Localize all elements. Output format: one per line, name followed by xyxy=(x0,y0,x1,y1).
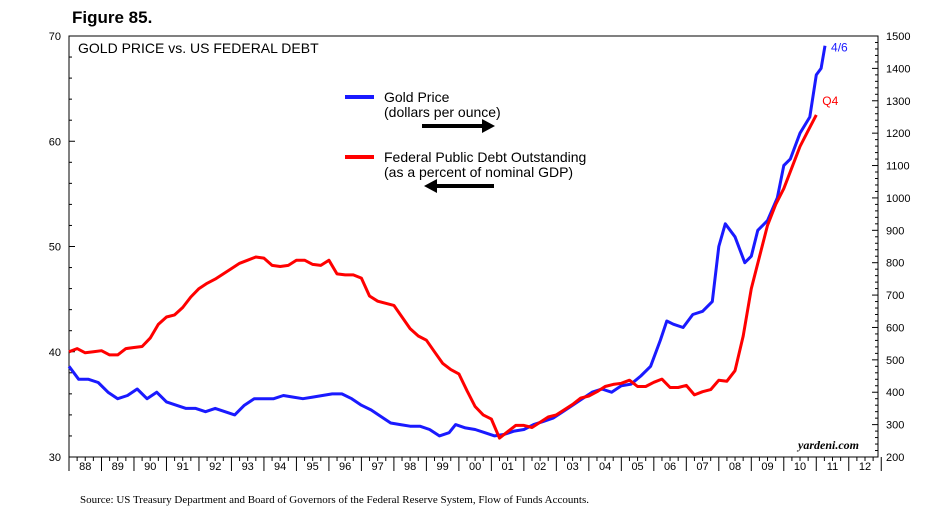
right-tick-label: 800 xyxy=(886,258,904,270)
x-tick-label: 11 xyxy=(827,461,838,473)
x-tick-label: 89 xyxy=(112,461,124,473)
right-tick-label: 1000 xyxy=(886,193,910,205)
x-tick-label: 03 xyxy=(566,461,578,473)
left-axis: 30 40 50 60 70 xyxy=(49,31,75,464)
legend-sub-gold: (dollars per ounce) xyxy=(384,104,501,120)
x-tick-label: 95 xyxy=(307,461,319,473)
legend-label-gold: Gold Price xyxy=(384,89,450,105)
figure-title: Figure 85. xyxy=(72,8,153,27)
x-tick-label: 06 xyxy=(664,461,676,473)
arrow-right-icon xyxy=(422,119,495,133)
x-tick-label: 93 xyxy=(242,461,254,473)
x-axis: 88 89 90 91 92 93 94 95 96 97 98 99 00 01 02 03 04 05 06 07… xyxy=(68,457,882,473)
right-tick-label: 600 xyxy=(886,322,904,334)
left-tick-label: 50 xyxy=(49,242,61,254)
x-tick-label: 94 xyxy=(274,461,286,473)
right-tick-label: 400 xyxy=(886,387,904,399)
right-tick-label: 900 xyxy=(886,225,904,237)
right-tick-label: 1100 xyxy=(886,161,910,173)
right-tick-label: 1400 xyxy=(886,63,910,75)
x-tick-label: 99 xyxy=(437,461,449,473)
left-tick-label: 40 xyxy=(49,347,61,359)
x-tick-label: 88 xyxy=(79,461,91,473)
x-tick-label: 92 xyxy=(209,461,221,473)
x-tick-label: 04 xyxy=(599,461,611,473)
series-line-federal-public-debt-outstanding xyxy=(68,114,818,440)
x-tick-label: 09 xyxy=(761,461,773,473)
x-tick-label: 96 xyxy=(339,461,351,473)
x-tick-label: 12 xyxy=(859,461,871,473)
left-tick-label: 60 xyxy=(49,136,61,148)
chart-title: GOLD PRICE vs. US FEDERAL DEBT xyxy=(78,40,319,56)
legend-label-debt: Federal Public Debt Outstanding xyxy=(384,149,586,165)
right-tick-label: 1200 xyxy=(886,128,910,140)
end-label-federal-public-debt-outstanding: Q4 xyxy=(822,94,838,108)
watermark: yardeni.com xyxy=(796,438,859,452)
legend-sub-debt: (as a percent of nominal GDP) xyxy=(384,164,573,180)
x-tick-label: 97 xyxy=(372,461,384,473)
x-tick-label: 08 xyxy=(729,461,741,473)
legend: Gold Price (dollars per ounce) Federal P… xyxy=(345,89,586,193)
x-tick-label: 01 xyxy=(501,461,513,473)
right-tick-label: 1500 xyxy=(886,31,910,43)
x-tick-label: 00 xyxy=(469,461,481,473)
right-tick-label: 200 xyxy=(886,452,904,464)
x-tick-label: 90 xyxy=(144,461,156,473)
x-tick-label: 91 xyxy=(177,461,189,473)
x-tick-label: 98 xyxy=(404,461,416,473)
x-tick-label: 05 xyxy=(631,461,643,473)
left-tick-label: 30 xyxy=(49,452,61,464)
x-tick-label: 02 xyxy=(534,461,546,473)
left-tick-label: 70 xyxy=(49,31,61,43)
x-tick-label: 10 xyxy=(794,461,806,473)
right-axis: 200 300 400 500 600 700 800 900 1000 1100 1200 1300… xyxy=(872,31,910,464)
right-tick-label: 1300 xyxy=(886,96,910,108)
right-tick-label: 500 xyxy=(886,355,904,367)
series-layer: 4/6 Q4 xyxy=(67,41,848,440)
source-note: Source: US Treasury Department and Board… xyxy=(80,494,589,506)
series-line-gold-price xyxy=(67,45,827,438)
right-tick-label: 700 xyxy=(886,290,904,302)
right-tick-label: 300 xyxy=(886,420,904,432)
end-label-gold-price: 4/6 xyxy=(831,41,848,55)
plot-frame xyxy=(68,35,879,458)
arrow-left-icon xyxy=(424,179,494,193)
x-tick-label: 07 xyxy=(696,461,708,473)
